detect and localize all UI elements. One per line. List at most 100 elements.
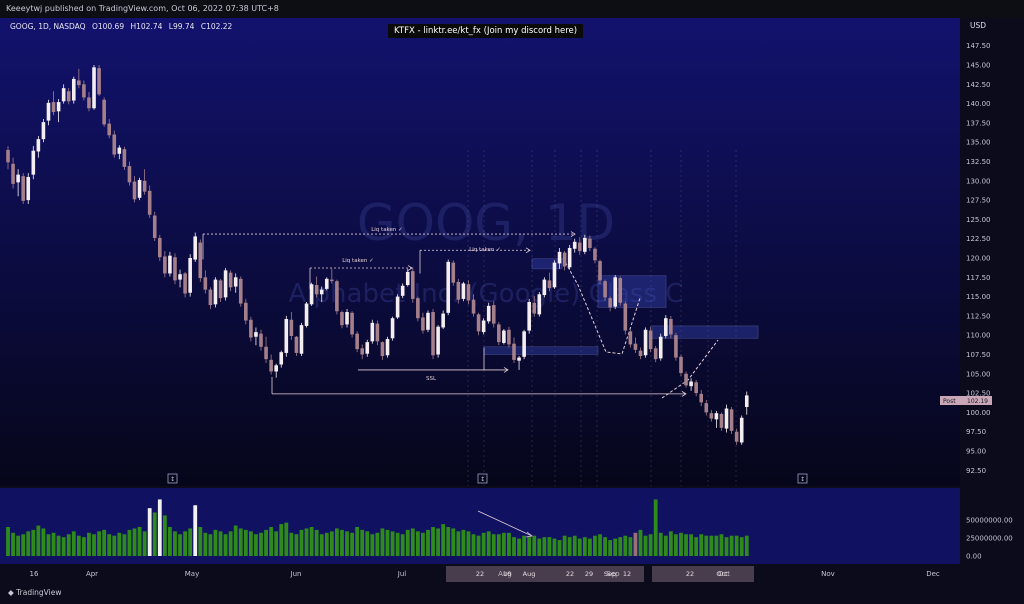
candle-body-47	[244, 302, 248, 321]
candle-body-69	[355, 333, 359, 350]
annotation-texts: Liq taken ✓ Liq taken ✓ Liq taken ✓ SSL	[342, 227, 501, 382]
volume-bar-62	[319, 534, 324, 556]
annotation-zones	[483, 258, 759, 355]
candle-body-17	[92, 67, 96, 109]
volume-bar-146	[744, 535, 749, 556]
time-highlight-6: 12	[623, 570, 631, 578]
volume-bar-61	[314, 529, 319, 556]
candle-body-28	[147, 190, 152, 215]
volume-bar-39	[203, 532, 208, 556]
candle-body-51	[264, 346, 268, 360]
price-axis[interactable]: 147.50 145.00 142.50 140.00 137.50 135.00 132.…	[966, 42, 991, 475]
candle-body-123	[628, 331, 633, 345]
volume-bar-6	[36, 525, 41, 556]
volume-bar-0	[6, 527, 10, 556]
liq-taken-label-3: Liq taken ✓	[342, 258, 374, 264]
candle-body-7	[41, 122, 46, 140]
volume-bar-123	[628, 537, 633, 556]
candle-body-43	[223, 270, 228, 298]
candle-body-107	[547, 280, 552, 289]
volume-bar-75	[385, 529, 390, 556]
candle-body-64	[330, 279, 334, 282]
volume-bar-46	[238, 528, 243, 556]
candle-body-109	[557, 251, 562, 264]
candle-body-142	[724, 408, 729, 429]
price-tick-1: 145.00	[966, 62, 991, 70]
volume-bar-9	[51, 532, 56, 556]
volume-bar-51	[264, 529, 268, 556]
volume-bar-83	[426, 529, 430, 556]
candle-body-111	[567, 247, 572, 268]
candle-body-120	[613, 277, 617, 307]
candle-body-40	[208, 289, 213, 306]
zone-0	[597, 275, 667, 308]
price-tag-box	[940, 396, 964, 405]
event-marker-1[interactable]	[167, 473, 178, 484]
volume-bar-7	[41, 528, 46, 556]
volume-bar-116	[593, 535, 597, 556]
volume-bar-127	[648, 534, 653, 556]
candle-body-137	[699, 393, 704, 403]
candle-body-75	[385, 339, 390, 356]
event-marker-1-glyph: ↕	[170, 476, 175, 483]
symbol-legend[interactable]: GOOG, 1D, NASDAQ O100.69 H102.74 L99.74 …	[10, 22, 236, 31]
currency-label: USD	[970, 21, 987, 30]
tradingview-logo[interactable]: ◆ TradingView	[8, 588, 61, 597]
volume-bar-124	[633, 532, 638, 556]
price-tag: Post 102.19	[940, 396, 992, 405]
volume-bar-132	[674, 534, 678, 556]
price-tick-10: 122.50	[966, 235, 991, 243]
candle-body-113	[577, 242, 582, 252]
candle-body-95	[486, 305, 491, 322]
volume-bar-82	[421, 532, 425, 556]
volume-bar-109	[557, 540, 562, 556]
volume-bar-99	[507, 532, 511, 556]
volume-bar-71	[365, 531, 370, 556]
volume-axis[interactable]: 50000000.00 25000000.00 0.00	[966, 516, 1013, 560]
volume-bar-30	[157, 499, 162, 556]
candle-body-67	[345, 312, 349, 325]
candle-body-94	[481, 320, 486, 333]
candle-body-104	[532, 302, 537, 314]
candle-body-52	[269, 359, 273, 372]
candle-body-80	[411, 271, 415, 299]
candle-body-34	[178, 274, 182, 280]
volume-bar-112	[572, 535, 577, 556]
candle-body-119	[608, 298, 612, 308]
volume-bar-134	[684, 534, 688, 556]
volume-bar-118	[603, 537, 607, 556]
volume-bar-122	[623, 535, 628, 556]
price-tick-12: 117.50	[966, 274, 991, 282]
candle-body-145	[739, 417, 744, 443]
candle-body-54	[279, 352, 284, 365]
promo-banner[interactable]: KTFX - linktr.ee/kt_fx (Join my discord …	[388, 24, 584, 38]
candle-body-122	[623, 303, 628, 331]
candle-body-53	[274, 365, 278, 372]
volume-bar-22	[117, 532, 122, 556]
volume-bar-90	[461, 529, 466, 556]
event-marker-2[interactable]	[477, 473, 488, 484]
volume-bar-29	[152, 512, 157, 556]
time-highlight-3: 22	[566, 570, 574, 578]
volume-bar-18	[97, 531, 101, 556]
candle-body-73	[375, 323, 380, 342]
candle-body-35	[183, 273, 187, 294]
candle-body-112	[572, 241, 577, 249]
candle-body-116	[593, 248, 597, 261]
candle-body-61	[314, 285, 319, 295]
candle-body-14	[77, 80, 81, 86]
price-tick-8: 127.50	[966, 197, 991, 205]
volume-bar-79	[405, 529, 410, 556]
candle-body-63	[324, 278, 329, 289]
volume-bar-84	[431, 527, 435, 556]
candle-body-26	[137, 180, 142, 198]
volume-bar-97	[496, 534, 501, 556]
candle-body-140	[714, 413, 719, 420]
volume-bar-145	[739, 537, 744, 556]
event-marker-3[interactable]	[797, 473, 808, 484]
volume-bar-115	[588, 538, 592, 556]
price-tick-17: 105.00	[966, 370, 991, 378]
ssl-label: SSL	[426, 376, 437, 382]
